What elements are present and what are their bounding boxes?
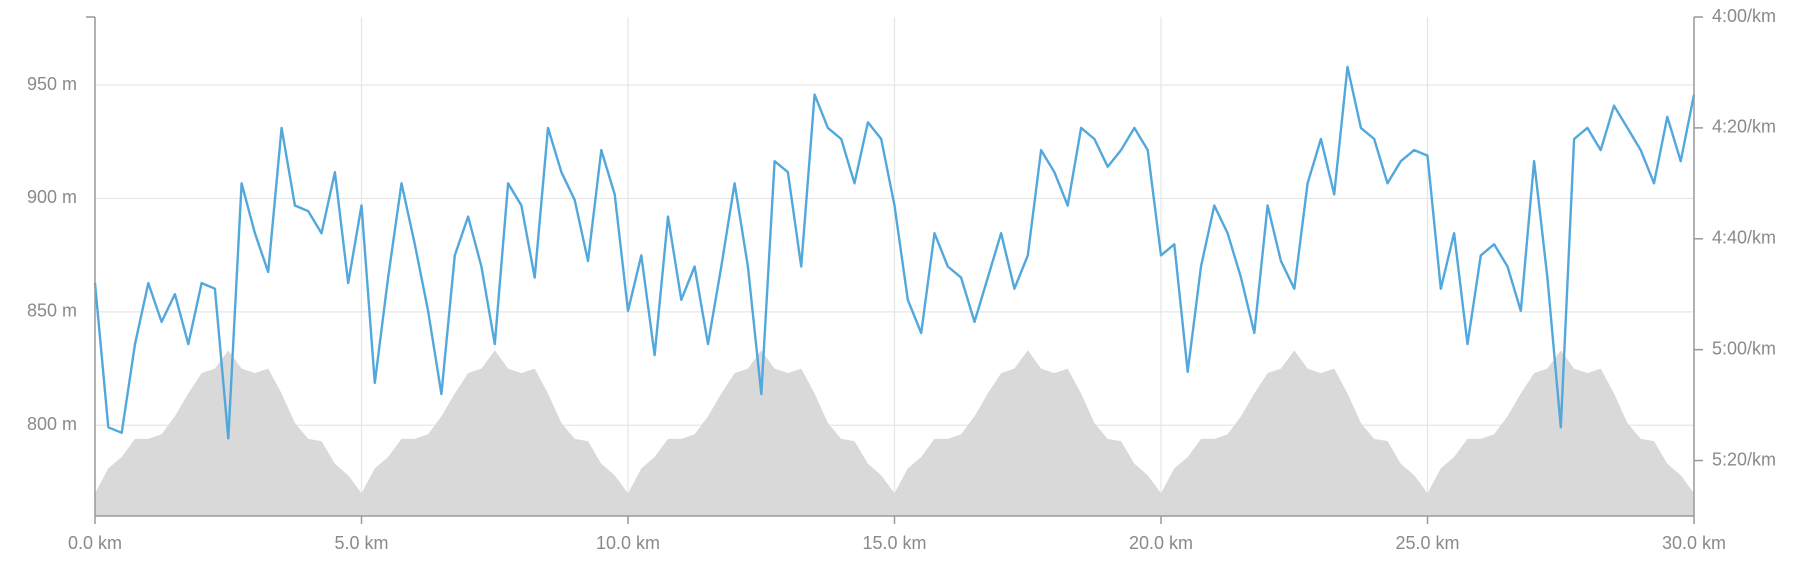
y2-tick-label: 4:20/km	[1712, 117, 1776, 137]
x-tick-label: 20.0 km	[1129, 533, 1193, 553]
y-tick-label: 800 m	[27, 414, 77, 434]
y2-tick-label: 5:00/km	[1712, 338, 1776, 358]
y2-tick-label: 4:00/km	[1712, 6, 1776, 26]
x-tick-label: 5.0 km	[334, 533, 388, 553]
x-tick-label: 15.0 km	[862, 533, 926, 553]
y-tick-label: 900 m	[27, 187, 77, 207]
y2-tick-label: 4:40/km	[1712, 228, 1776, 248]
x-tick-label: 10.0 km	[596, 533, 660, 553]
pace-line	[93, 65, 1696, 440]
y2-tick-label: 5:20/km	[1712, 449, 1776, 469]
y-tick-label: 850 m	[27, 301, 77, 321]
y-tick-label: 950 m	[27, 74, 77, 94]
x-tick-label: 30.0 km	[1662, 533, 1726, 553]
x-tick-label: 25.0 km	[1395, 533, 1459, 553]
x-tick-label: 0.0 km	[68, 533, 122, 553]
elevation-area	[95, 350, 1694, 516]
